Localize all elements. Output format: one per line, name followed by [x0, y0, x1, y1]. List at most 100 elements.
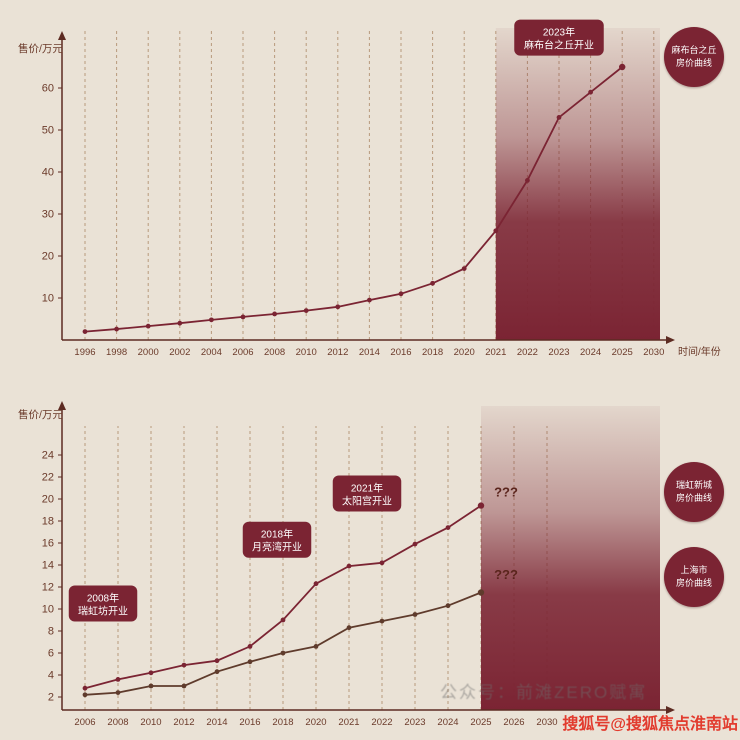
x-axis-arrow [666, 336, 675, 344]
annotation-badge [242, 521, 312, 558]
series-marker [412, 612, 418, 617]
series-marker [148, 683, 154, 689]
x-tick-label: 2010 [296, 347, 317, 358]
annotation-badge-text: 2018年 [261, 528, 293, 541]
y-tick-label: 2 [48, 692, 54, 704]
x-tick-label: 2023 [548, 347, 569, 358]
series-marker [214, 669, 220, 675]
series-marker [367, 297, 372, 303]
series-marker [379, 618, 385, 624]
series-marker [445, 603, 451, 609]
x-tick-label: 2006 [232, 347, 253, 358]
y-tick-label: 60 [42, 83, 54, 95]
watermark-sohu-account: 搜狐号@搜狐焦点淮南站 [562, 716, 738, 733]
series-marker [272, 311, 277, 317]
x-tick-label: 2012 [327, 347, 348, 358]
annotation-badge-text: 太阳宫开业 [342, 495, 392, 508]
x-tick-label: 2008 [107, 717, 128, 728]
y-tick-label: 12 [42, 582, 54, 594]
y-tick-label: 24 [42, 450, 54, 462]
y-axis-arrow [58, 31, 66, 40]
x-tick-label: 2012 [173, 717, 194, 728]
y-tick-label: 20 [42, 494, 54, 506]
x-tick-label: 2025 [470, 717, 491, 728]
y-axis-title: 售价/万元 [18, 42, 63, 55]
series-marker [247, 644, 253, 649]
legend-badge-ruihong: 瑞虹新城 房价曲线 [664, 462, 724, 522]
x-tick-label: 2024 [580, 347, 601, 358]
y-tick-label: 18 [42, 516, 54, 528]
series-marker [461, 266, 467, 271]
y-tick-label: 16 [42, 538, 54, 550]
y-tick-label: 22 [42, 472, 54, 484]
series-marker [346, 563, 352, 569]
series-marker [346, 625, 352, 631]
x-tick-label: 2016 [239, 717, 260, 728]
y-tick-label: 40 [42, 167, 54, 179]
legend-badge-shanghai: 上海市 房价曲线 [664, 547, 724, 607]
x-tick-label: 2018 [422, 347, 443, 358]
series-marker [115, 690, 121, 695]
y-tick-label: 10 [42, 293, 54, 305]
y-tick-label: 30 [42, 209, 54, 221]
highlight-region [481, 406, 660, 710]
x-tick-label: 2002 [169, 347, 190, 358]
series-marker [477, 589, 485, 596]
series-marker [181, 683, 187, 689]
annotation-badge [514, 19, 604, 56]
series-marker [445, 525, 451, 530]
x-tick-label: 2014 [206, 717, 227, 728]
x-tick-label: 1998 [106, 347, 127, 358]
x-tick-label: 2006 [74, 717, 95, 728]
y-tick-label: 6 [48, 648, 54, 660]
x-axis-arrow [666, 706, 675, 714]
annotation-badge-text: 瑞虹坊开业 [78, 605, 128, 618]
annotation-badge [332, 475, 402, 512]
y-axis-arrow [58, 401, 66, 410]
x-tick-label: 2020 [305, 717, 326, 728]
series-marker [209, 317, 214, 323]
series-marker [115, 677, 121, 682]
annotation-badge [68, 585, 138, 622]
series-marker [181, 662, 187, 668]
question-mark-label: ??? [494, 484, 518, 499]
annotation-badge-text: 2023年 [543, 26, 575, 39]
x-axis-title: 时间/年份 [678, 345, 721, 358]
y-tick-label: 10 [42, 604, 54, 616]
y-tick-label: 50 [42, 125, 54, 137]
annotation-badge-text: 月亮湾开业 [252, 541, 302, 554]
x-tick-label: 2021 [485, 347, 506, 358]
series-marker [335, 304, 341, 310]
series-marker [240, 314, 246, 320]
series-marker [313, 581, 319, 587]
y-axis-title: 售价/万元 [18, 408, 63, 421]
series-marker [145, 323, 151, 329]
series-marker [214, 658, 220, 664]
legend-badge-azabudai: 麻布台之丘 房价曲线 [664, 27, 724, 87]
x-tick-label: 2022 [517, 347, 538, 358]
x-tick-label: 2000 [138, 347, 159, 358]
series-marker [177, 320, 183, 326]
x-tick-label: 2021 [338, 717, 359, 728]
highlight-region [495, 28, 660, 340]
x-tick-label: 2018 [272, 717, 293, 728]
series-marker [82, 692, 88, 698]
x-tick-label: 2024 [437, 717, 458, 728]
annotation-badge-text: 2021年 [351, 482, 383, 495]
x-tick-label: 2010 [140, 717, 161, 728]
x-tick-label: 2008 [264, 347, 285, 358]
x-tick-label: 2025 [612, 347, 633, 358]
series-marker [280, 650, 286, 656]
x-tick-label: 2030 [643, 347, 664, 358]
series-marker [379, 560, 385, 566]
x-tick-label: 2026 [503, 717, 524, 728]
x-tick-label: 2020 [454, 347, 475, 358]
series-marker [148, 670, 154, 676]
series-marker [477, 502, 485, 509]
series-marker [430, 280, 435, 286]
series-marker [280, 617, 286, 623]
x-tick-label: 2004 [201, 347, 222, 358]
